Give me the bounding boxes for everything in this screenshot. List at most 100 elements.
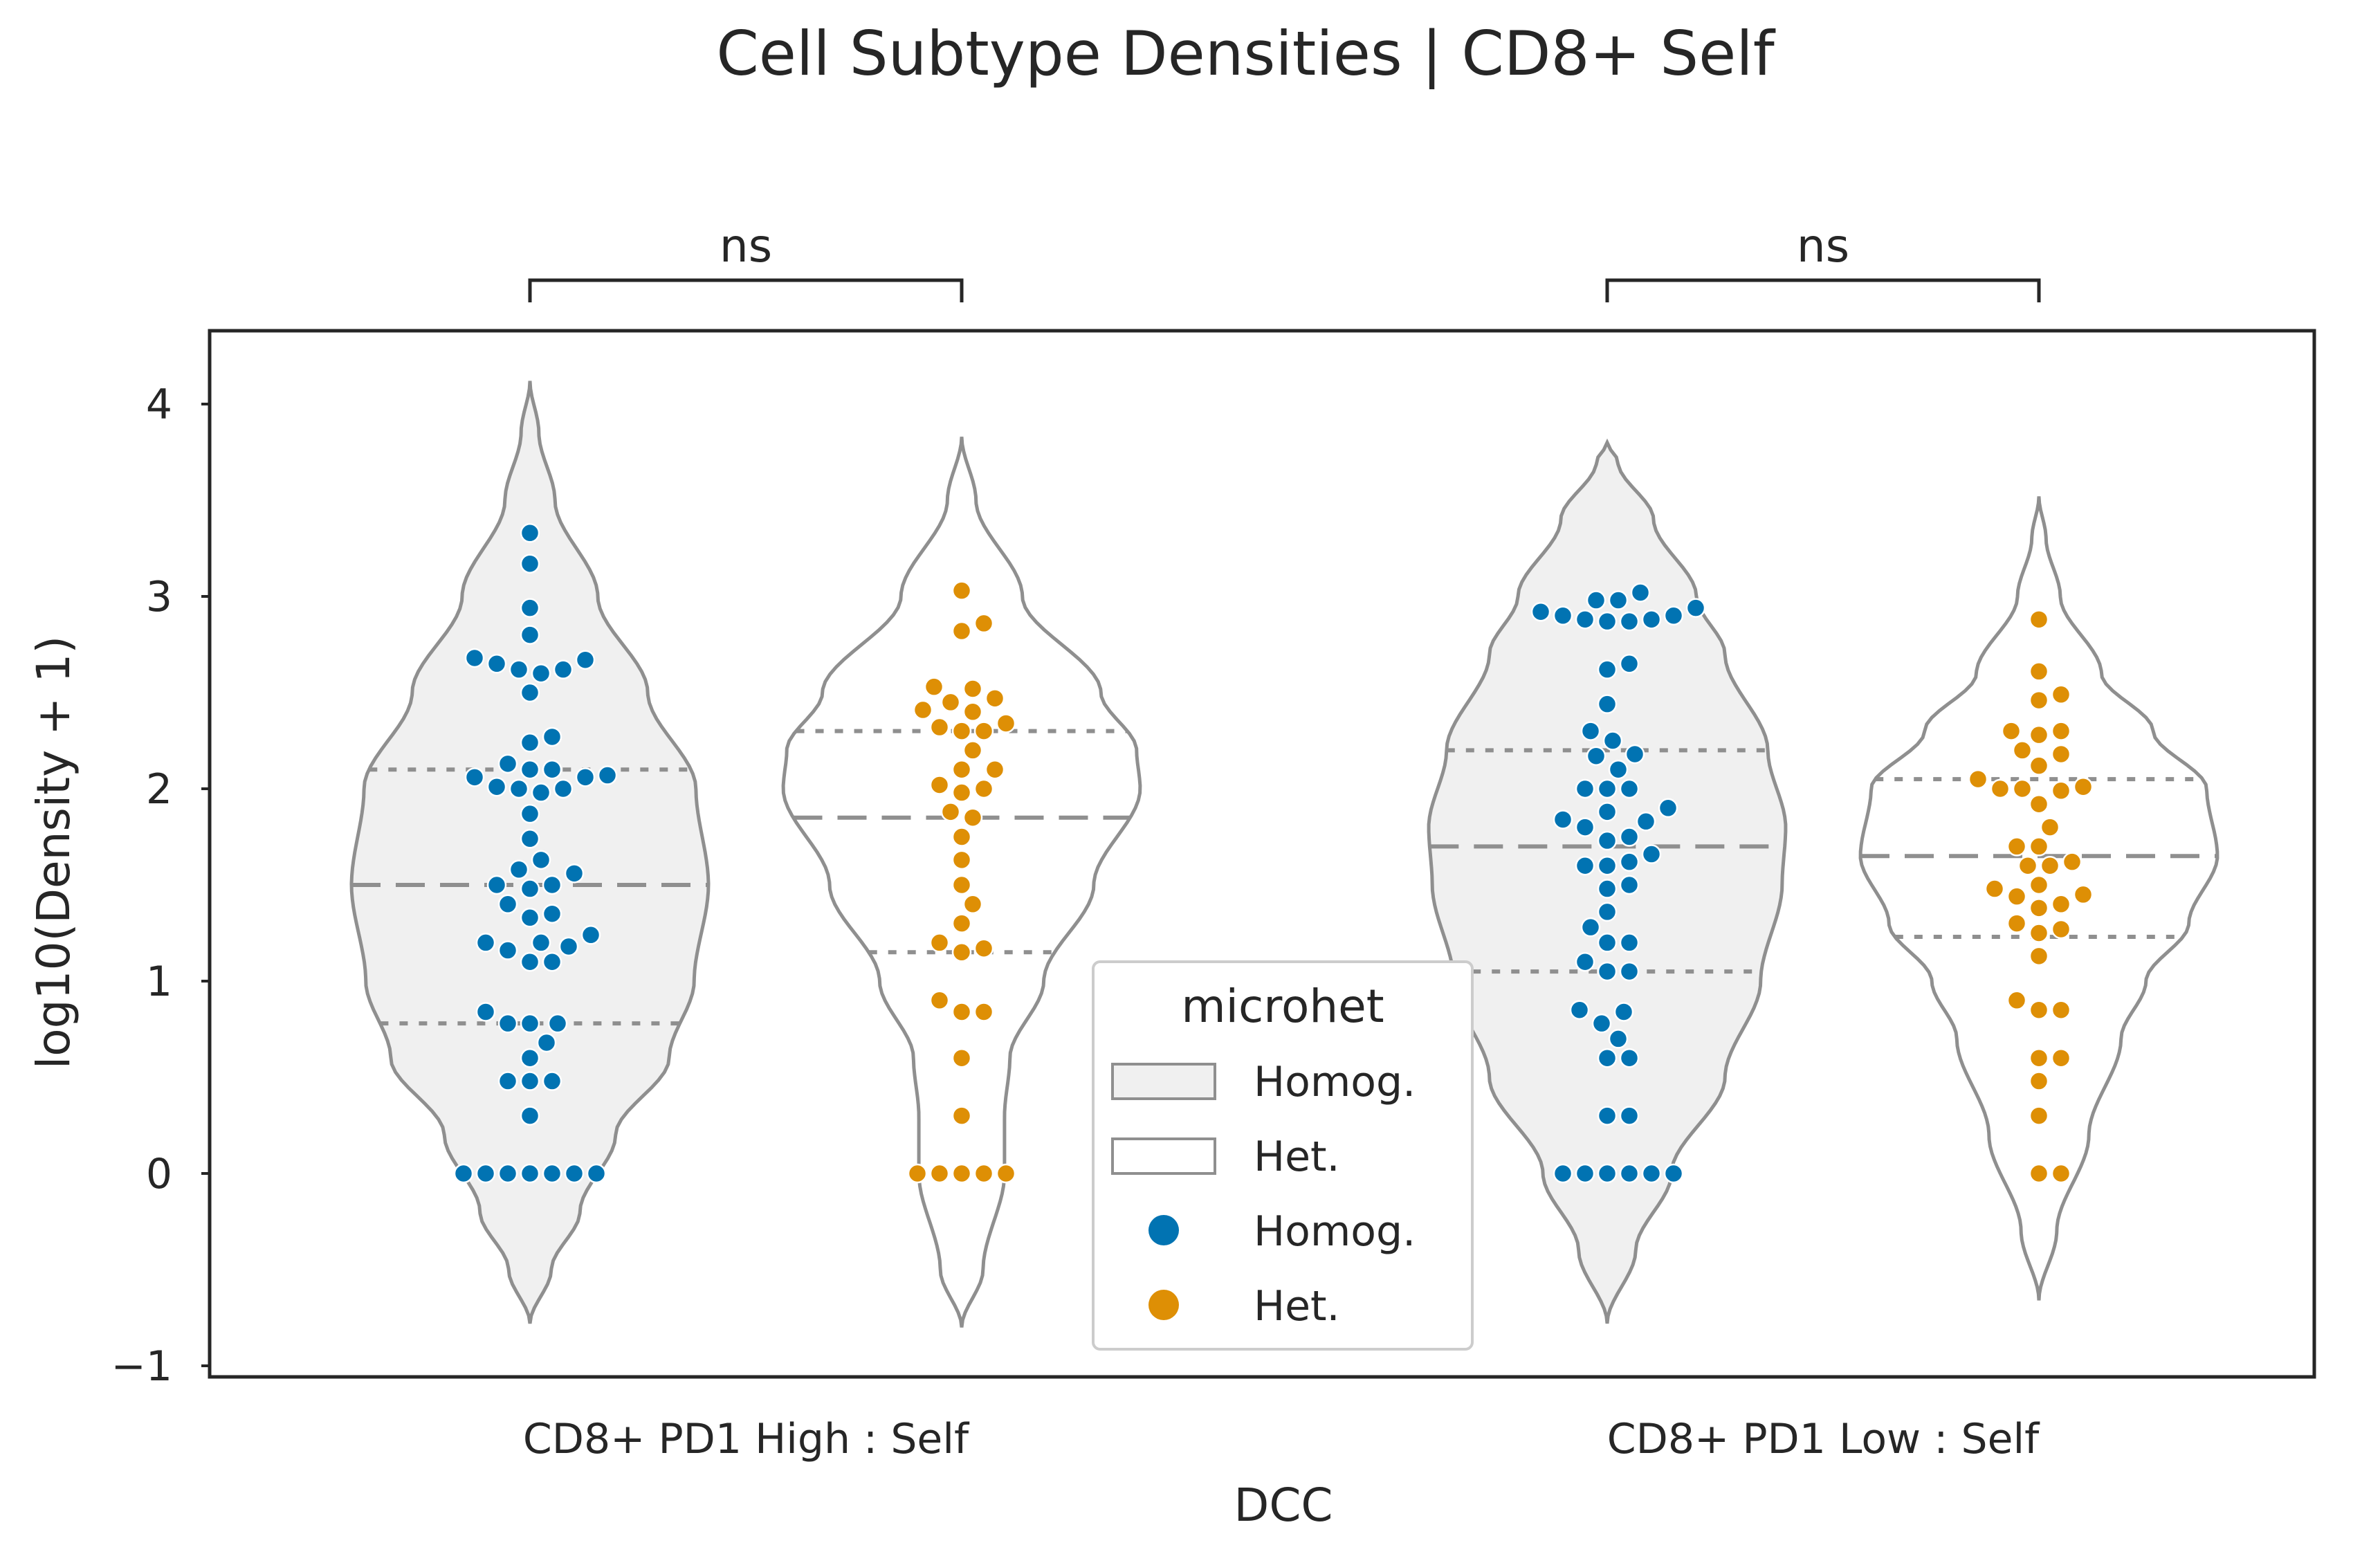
y-tick-label: −1 — [111, 1342, 172, 1391]
violin-body — [349, 381, 711, 1324]
significance-label: ns — [1797, 219, 1849, 273]
data-point — [575, 767, 596, 787]
data-point — [2017, 855, 2038, 876]
data-point — [1658, 798, 1678, 819]
data-point — [2040, 855, 2060, 876]
data-point — [1597, 1106, 1618, 1126]
data-point — [940, 692, 961, 713]
data-point — [2029, 794, 2049, 814]
y-axis-label: log10(Density + 1) — [27, 636, 80, 1069]
legend-swatch — [1111, 1063, 1216, 1100]
data-point — [497, 1163, 518, 1184]
data-point — [929, 1163, 950, 1184]
data-point — [2051, 1163, 2071, 1184]
data-point — [973, 613, 994, 634]
data-point — [542, 1163, 562, 1184]
data-point — [1597, 961, 1618, 982]
legend-swatch — [1111, 1137, 1216, 1175]
data-point — [1641, 1163, 1662, 1184]
data-point — [996, 1163, 1016, 1184]
data-point — [962, 679, 983, 699]
data-point — [2029, 1048, 2049, 1068]
data-point — [547, 1013, 568, 1034]
legend-label: Het. — [1254, 1133, 1340, 1181]
data-point — [564, 863, 585, 884]
legend-marker — [1148, 1290, 1179, 1320]
data-point — [520, 554, 540, 574]
data-point — [1575, 1163, 1595, 1184]
data-point — [2012, 778, 2033, 799]
data-point — [2029, 875, 2049, 895]
data-point — [2001, 721, 2022, 741]
data-point — [1553, 810, 1573, 830]
data-point — [1597, 1048, 1618, 1068]
data-point — [558, 936, 579, 957]
data-point — [1530, 601, 1551, 622]
data-point — [962, 740, 983, 760]
data-point — [2051, 1048, 2071, 1068]
data-point — [951, 721, 972, 741]
data-point — [520, 1013, 540, 1034]
data-point — [1597, 778, 1618, 799]
data-point — [2029, 923, 2049, 943]
data-point — [520, 598, 540, 618]
y-tick-label: 1 — [146, 958, 172, 1006]
data-point — [1591, 1013, 1612, 1034]
data-point — [1619, 961, 1640, 982]
legend-title: microhet — [1181, 980, 1384, 1033]
data-point — [1553, 605, 1573, 626]
data-point — [1619, 852, 1640, 872]
data-point — [1575, 855, 1595, 876]
data-point — [1575, 951, 1595, 972]
data-point — [497, 753, 518, 774]
data-point — [1575, 817, 1595, 837]
data-point — [1580, 917, 1601, 938]
data-point — [531, 933, 551, 953]
data-point — [2029, 946, 2049, 967]
axis-layer: 4 3 2 1 0 −1 CD8+ PD1 High : Self CD8+ PD1 Low … — [111, 381, 2041, 1463]
data-point — [1608, 759, 1629, 780]
data-point — [1597, 933, 1618, 953]
data-point — [951, 783, 972, 803]
data-point — [531, 783, 551, 803]
legend-marker — [1148, 1215, 1179, 1245]
data-point — [520, 803, 540, 824]
data-point — [2029, 724, 2049, 745]
data-point — [520, 523, 540, 543]
data-point — [497, 894, 518, 915]
data-point — [486, 776, 507, 797]
data-point — [1619, 875, 1640, 895]
data-point — [1984, 879, 2005, 899]
data-point — [2006, 886, 2027, 906]
data-point — [520, 1163, 540, 1184]
data-point — [520, 1106, 540, 1126]
data-point — [464, 767, 485, 787]
violin-group-1 — [781, 437, 1142, 1328]
data-point — [2006, 913, 2027, 933]
data-point — [951, 1163, 972, 1184]
legend-label: Homog. — [1254, 1058, 1416, 1106]
data-point — [2029, 1163, 2049, 1184]
data-point — [1597, 830, 1618, 851]
data-point — [1597, 1163, 1618, 1184]
data-point — [586, 1163, 607, 1184]
data-point — [2029, 1071, 2049, 1091]
data-point — [940, 802, 961, 822]
data-point — [929, 775, 950, 795]
data-point — [1597, 611, 1618, 632]
data-point — [1619, 611, 1640, 632]
data-point — [951, 1048, 972, 1068]
data-point — [962, 807, 983, 828]
data-point — [907, 1163, 928, 1184]
data-point — [475, 1002, 496, 1022]
data-point — [2006, 837, 2027, 857]
data-point — [475, 1163, 496, 1184]
data-point — [985, 759, 1005, 780]
data-point — [520, 908, 540, 928]
data-point — [951, 850, 972, 870]
significance-bracket — [1605, 278, 2041, 302]
data-point — [1597, 879, 1618, 899]
data-point — [542, 875, 562, 895]
